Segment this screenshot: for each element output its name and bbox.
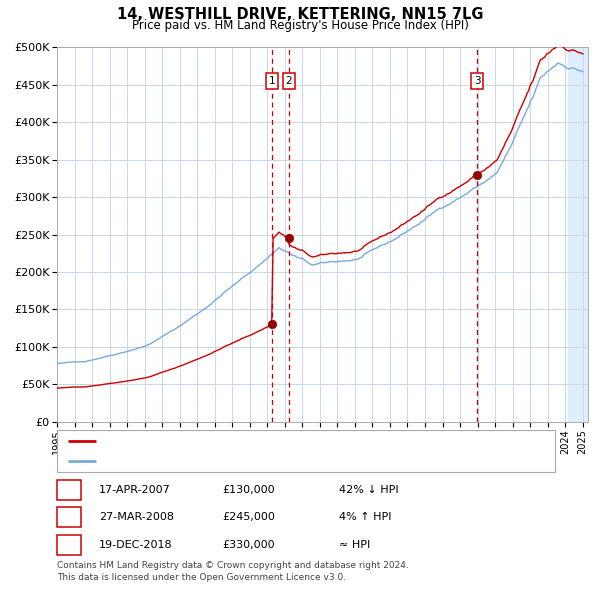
Text: 42% ↓ HPI: 42% ↓ HPI	[339, 486, 398, 495]
Text: £130,000: £130,000	[222, 486, 275, 495]
Text: 19-DEC-2018: 19-DEC-2018	[99, 540, 173, 549]
Text: £330,000: £330,000	[222, 540, 275, 549]
Text: 27-MAR-2008: 27-MAR-2008	[99, 513, 174, 522]
Text: £245,000: £245,000	[222, 513, 275, 522]
Text: 4% ↑ HPI: 4% ↑ HPI	[339, 513, 391, 522]
Text: Price paid vs. HM Land Registry's House Price Index (HPI): Price paid vs. HM Land Registry's House …	[131, 19, 469, 32]
Text: 3: 3	[474, 76, 481, 86]
Text: 3: 3	[65, 540, 73, 549]
Text: 1: 1	[65, 486, 73, 495]
Text: Contains HM Land Registry data © Crown copyright and database right 2024.: Contains HM Land Registry data © Crown c…	[57, 561, 409, 570]
Text: 1: 1	[269, 76, 275, 86]
Text: ≈ HPI: ≈ HPI	[339, 540, 370, 549]
Text: 17-APR-2007: 17-APR-2007	[99, 486, 171, 495]
Text: 2: 2	[65, 513, 73, 522]
Text: HPI: Average price, detached house, North Northamptonshire: HPI: Average price, detached house, Nort…	[101, 456, 421, 466]
Text: 14, WESTHILL DRIVE, KETTERING, NN15 7LG: 14, WESTHILL DRIVE, KETTERING, NN15 7LG	[117, 7, 483, 22]
Text: This data is licensed under the Open Government Licence v3.0.: This data is licensed under the Open Gov…	[57, 573, 346, 582]
Text: 14, WESTHILL DRIVE, KETTERING, NN15 7LG (detached house): 14, WESTHILL DRIVE, KETTERING, NN15 7LG …	[101, 437, 426, 447]
Text: 2: 2	[286, 76, 292, 86]
Bar	[568, 47, 588, 422]
